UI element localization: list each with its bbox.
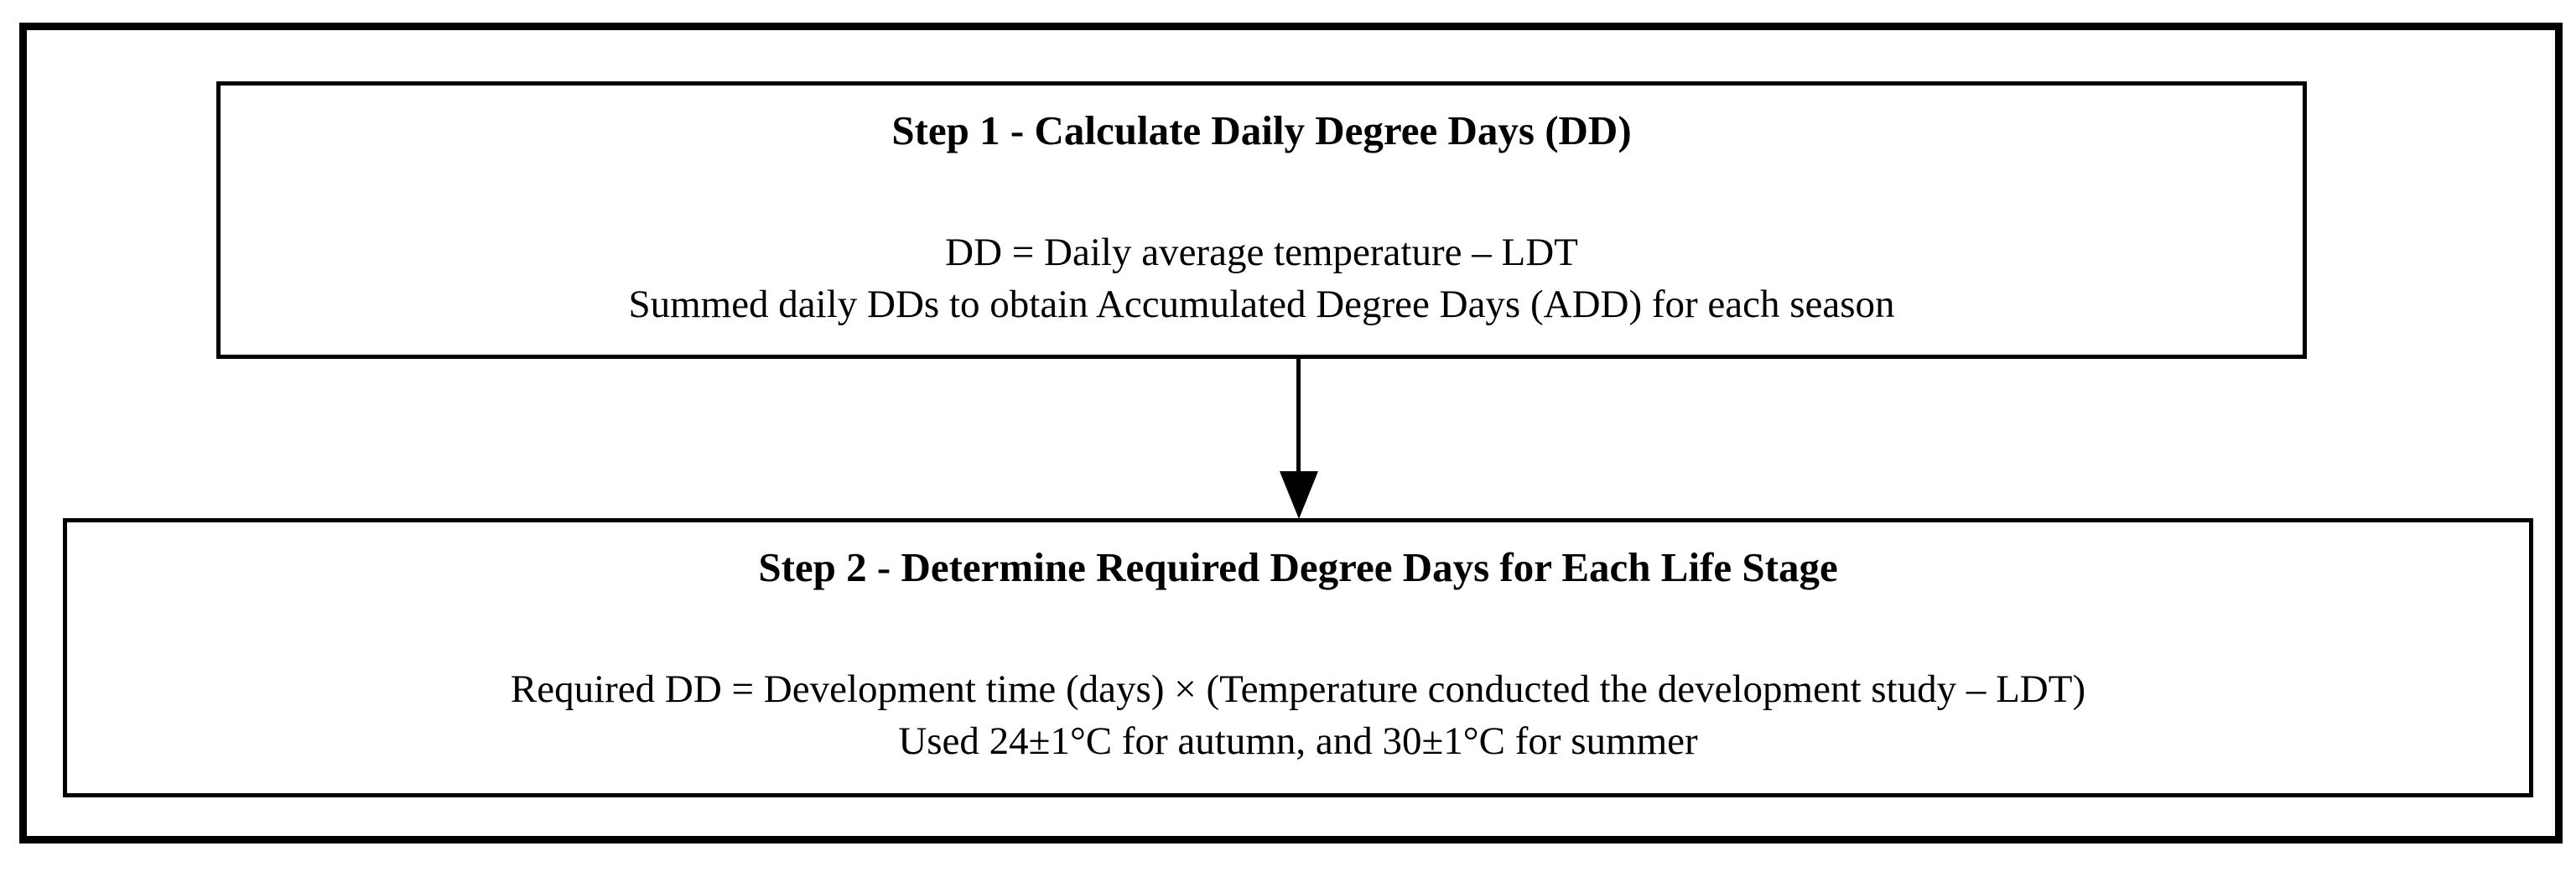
down-arrow-icon: [1280, 471, 1318, 519]
step1-formula: DD = Daily average temperature – LDT: [945, 231, 1578, 274]
step1-box: Step 1 - Calculate Daily Degree Days (DD…: [216, 81, 2307, 359]
step2-title: Step 2 - Determine Required Degree Days …: [758, 544, 1838, 590]
step2-body: Required DD = Development time (days) × …: [67, 663, 2529, 767]
step2-box: Step 2 - Determine Required Degree Days …: [63, 518, 2533, 797]
step2-description: Used 24±1°C for autumn, and 30±1°C for s…: [898, 719, 1698, 763]
step1-body: DD = Daily average temperature – LDT Sum…: [221, 226, 2303, 330]
step1-description: Summed daily DDs to obtain Accumulated D…: [628, 283, 1895, 326]
step2-formula: Required DD = Development time (days) × …: [510, 667, 2086, 711]
step1-title: Step 1 - Calculate Daily Degree Days (DD…: [891, 107, 1632, 153]
down-arrow-stem: [1296, 359, 1301, 476]
